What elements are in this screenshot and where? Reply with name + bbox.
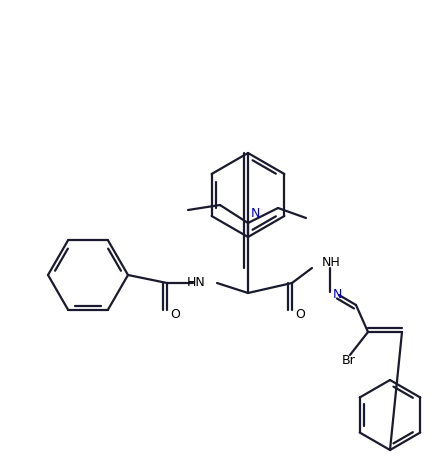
Text: O: O [295,308,305,321]
Text: NH: NH [322,257,341,270]
Text: HN: HN [186,277,205,290]
Text: Br: Br [342,353,356,366]
Text: N: N [333,287,342,300]
Text: O: O [170,308,180,321]
Text: N: N [251,207,260,220]
